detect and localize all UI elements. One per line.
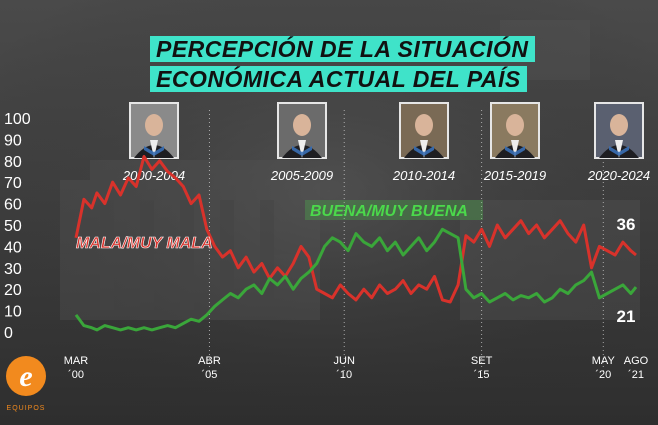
x-tick-label: ´05 xyxy=(202,369,218,381)
x-tick-label: ´21 xyxy=(628,369,644,381)
period-label: 2005-2009 xyxy=(270,168,333,183)
period-1: 2000-2004 xyxy=(122,102,185,183)
series-label-buena: BUENA/MUY BUENA xyxy=(310,203,468,220)
x-tick-label: ´10 xyxy=(336,369,352,381)
y-tick-label: 80 xyxy=(4,154,22,171)
y-tick-label: 40 xyxy=(4,239,22,256)
period-5: 2020-2024 xyxy=(587,102,650,183)
portrait-icon xyxy=(277,102,327,159)
x-tick-label: SET xyxy=(471,355,493,367)
x-tick-label: AGO xyxy=(624,355,649,367)
y-tick-label: 100 xyxy=(4,111,31,128)
y-tick-label: 70 xyxy=(4,175,22,192)
x-tick-label: ´15 xyxy=(474,369,490,381)
portrait-icon xyxy=(129,102,179,159)
x-tick-label: ´20 xyxy=(595,369,611,381)
period-label: 2020-2024 xyxy=(587,168,650,183)
series-label-mala: MALA/MUY MALA xyxy=(76,235,213,252)
period-2: 2005-2009 xyxy=(270,102,333,183)
period-label: 2010-2014 xyxy=(392,168,455,183)
y-tick-label: 30 xyxy=(4,261,22,278)
series-label-buena-bg xyxy=(305,200,483,220)
y-tick-label: 20 xyxy=(4,282,22,299)
x-tick-label: MAY xyxy=(592,355,616,367)
y-tick-label: 10 xyxy=(4,304,22,321)
x-tick-label: ´00 xyxy=(68,369,84,381)
portrait-icon xyxy=(594,102,644,159)
y-tick-label: 0 xyxy=(4,325,13,342)
last-value-buena: 21 xyxy=(617,307,636,326)
period-label: 2015-2019 xyxy=(483,168,546,183)
logo-icon: e EQUIPOS xyxy=(6,356,46,412)
x-tick-label: ABR xyxy=(198,355,221,367)
y-tick-label: 90 xyxy=(4,132,22,149)
last-value-mala: 36 xyxy=(617,215,636,234)
chart-title-line-2: ECONÓMICA ACTUAL DEL PAÍS xyxy=(150,66,527,92)
chart-title-line-1: PERCEPCIÓN DE LA SITUACIÓN xyxy=(150,36,535,62)
period-4: 2015-2019 xyxy=(483,102,546,183)
y-tick-label: 50 xyxy=(4,218,22,235)
logo-letter: e xyxy=(19,360,32,393)
x-tick-label: JUN xyxy=(334,355,355,367)
series-line-buena xyxy=(74,227,638,332)
y-tick-label: 60 xyxy=(4,197,22,214)
logo-text: EQUIPOS xyxy=(7,405,46,412)
series-line-mala xyxy=(74,155,637,304)
x-tick-label: MAR xyxy=(64,355,89,367)
portrait-icon xyxy=(490,102,540,159)
period-3: 2010-2014 xyxy=(392,102,455,183)
portrait-icon xyxy=(399,102,449,159)
